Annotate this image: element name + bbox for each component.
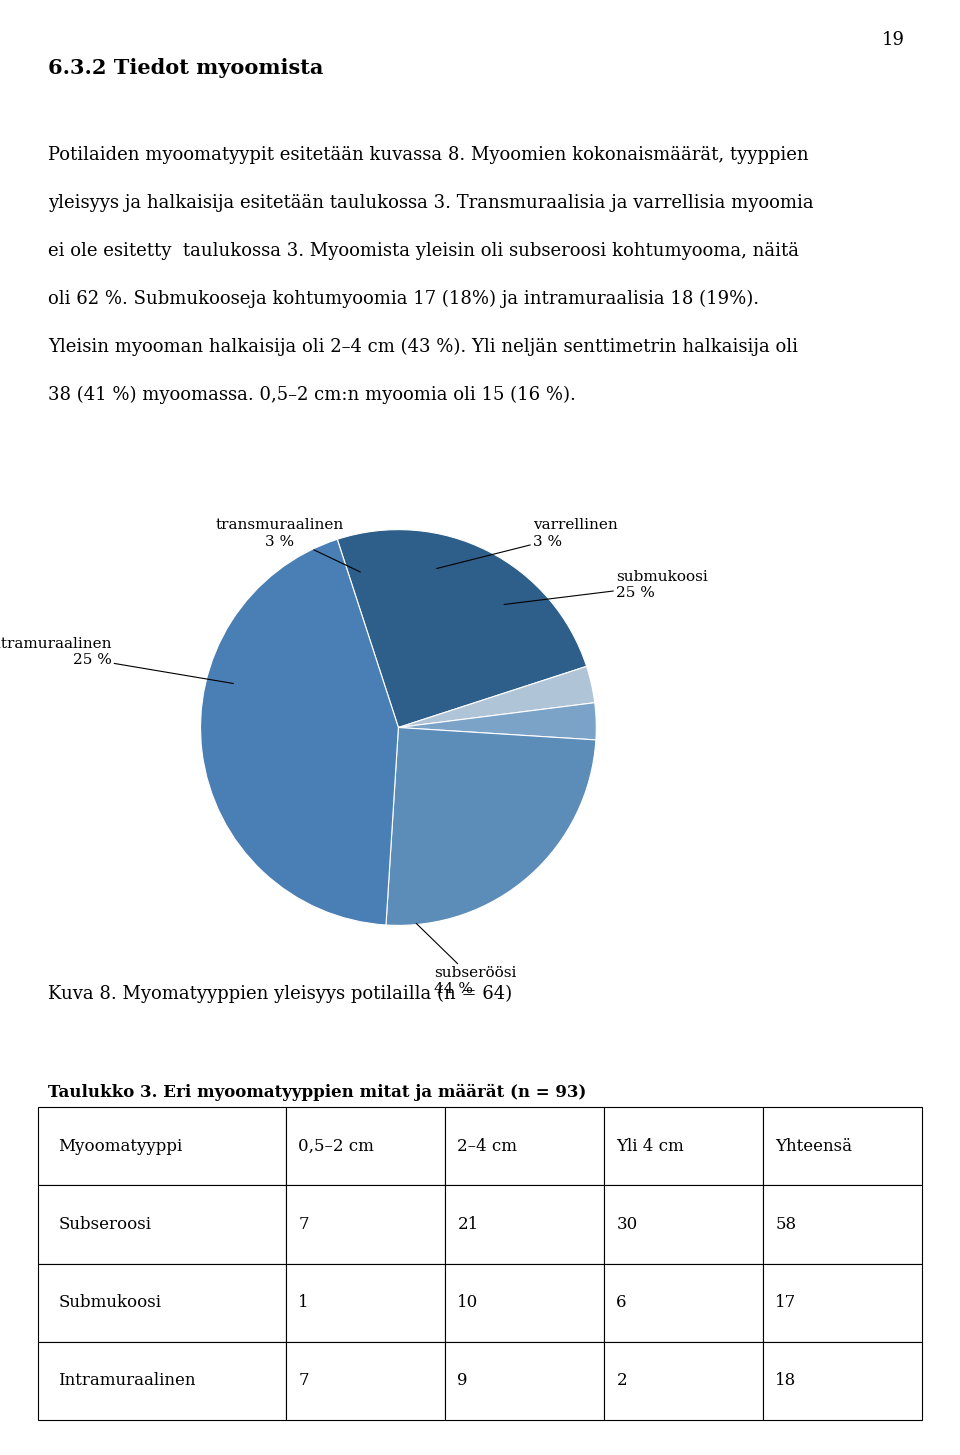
- Text: 19: 19: [881, 31, 904, 48]
- Text: 38 (41 %) myoomassa. 0,5–2 cm:n myoomia oli 15 (16 %).: 38 (41 %) myoomassa. 0,5–2 cm:n myoomia …: [48, 386, 576, 404]
- Wedge shape: [398, 666, 594, 728]
- Text: varrellinen
3 %: varrellinen 3 %: [437, 518, 617, 569]
- Text: Yleisin myooman halkaisija oli 2–4 cm (43 %). Yli neljän senttimetrin halkaisija: Yleisin myooman halkaisija oli 2–4 cm (4…: [48, 338, 798, 356]
- Wedge shape: [337, 530, 587, 728]
- Text: transmuraalinen
3 %: transmuraalinen 3 %: [216, 518, 360, 572]
- Text: Potilaiden myoomatyypit esitetään kuvassa 8. Myoomien kokonaismäärät, tyyppien: Potilaiden myoomatyypit esitetään kuvass…: [48, 146, 808, 163]
- Wedge shape: [386, 728, 596, 925]
- Text: submukoosi
25 %: submukoosi 25 %: [504, 570, 708, 604]
- Text: Taulukko 3. Eri myoomatyyppien mitat ja määrät (n = 93): Taulukko 3. Eri myoomatyyppien mitat ja …: [48, 1084, 587, 1101]
- Text: Kuva 8. Myomatyyppien yleisyys potilailla (n = 64): Kuva 8. Myomatyyppien yleisyys potilaill…: [48, 985, 512, 1004]
- Text: ei ole esitetty  taulukossa 3. Myoomista yleisin oli subseroosi kohtumyooma, näi: ei ole esitetty taulukossa 3. Myoomista …: [48, 242, 799, 259]
- Text: yleisyys ja halkaisija esitetään taulukossa 3. Transmuraalisia ja varrellisia my: yleisyys ja halkaisija esitetään tauluko…: [48, 194, 814, 211]
- Text: oli 62 %. Submukooseja kohtumyoomia 17 (18%) ja intramuraalisia 18 (19%).: oli 62 %. Submukooseja kohtumyoomia 17 (…: [48, 290, 759, 308]
- Wedge shape: [398, 703, 596, 741]
- Text: Intramuraalinen
25 %: Intramuraalinen 25 %: [0, 637, 233, 684]
- Text: 6.3.2 Tiedot myoomista: 6.3.2 Tiedot myoomista: [48, 58, 324, 79]
- Text: subseröösi
44 %: subseröösi 44 %: [417, 924, 516, 995]
- Wedge shape: [201, 540, 398, 925]
